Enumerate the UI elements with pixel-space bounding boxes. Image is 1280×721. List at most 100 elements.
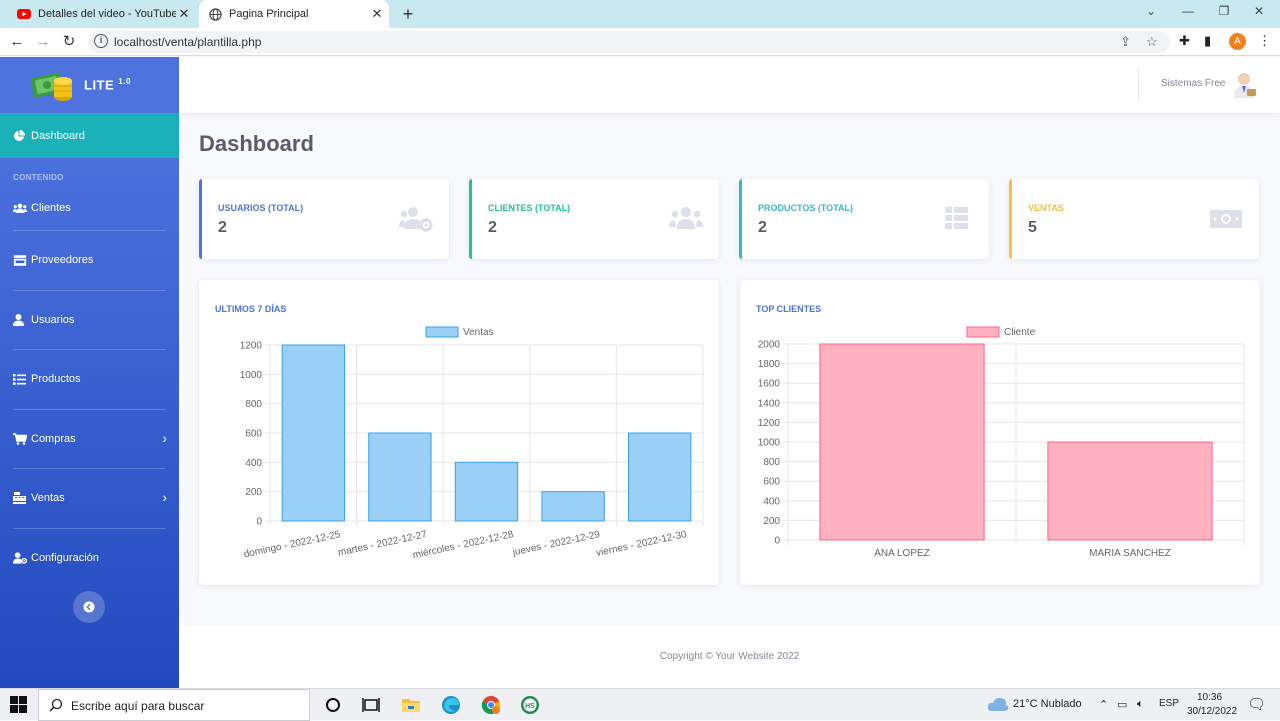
side-panel-icon[interactable]: ▮ xyxy=(1204,33,1212,48)
user-cog-icon xyxy=(13,552,27,564)
language-indicator[interactable]: ESP xyxy=(1159,698,1180,709)
search-icon xyxy=(49,698,63,712)
y-tick-label: 1800 xyxy=(758,359,781,370)
sidebar-item-label: Ventas xyxy=(31,492,65,505)
footer: Copyright © Your Website 2022 xyxy=(179,626,1280,688)
sidebar-divider xyxy=(13,349,166,350)
sidebar-item-compras[interactable]: Compras › xyxy=(0,410,179,469)
users-cog-icon xyxy=(399,205,433,233)
cart-icon xyxy=(13,432,27,445)
legend-swatch[interactable] xyxy=(966,326,1000,338)
sidebar-item-label: Configuración xyxy=(31,551,99,564)
share-icon[interactable]: ⇪ xyxy=(1120,34,1131,49)
back-button[interactable]: ← xyxy=(9,33,25,50)
chevron-left-icon xyxy=(83,601,95,613)
chart-card-ultimos-7-dias: ULTIMOS 7 DÍAS 0 200 400 600 800 1000 1200 domi… xyxy=(199,280,719,585)
chart-title: ULTIMOS 7 DÍAS xyxy=(215,304,287,314)
clock-time[interactable]: 10:36 xyxy=(1197,692,1223,703)
close-tab-icon[interactable]: ✕ xyxy=(371,6,383,21)
user-avatar[interactable] xyxy=(1233,71,1257,99)
volume-icon[interactable]: 🔈︎ xyxy=(1137,698,1144,710)
svg-text:HS: HS xyxy=(525,703,535,710)
reload-button[interactable]: ↻ xyxy=(62,33,76,50)
cortana-icon[interactable] xyxy=(323,695,343,715)
sidebar-item-dashboard[interactable]: Dashboard xyxy=(0,113,179,158)
minimize-button[interactable]: — xyxy=(1182,4,1194,18)
weather-text[interactable]: 21°C Nublado xyxy=(1013,698,1082,710)
bar-chart-ultimos-7-dias: 0 200 400 600 800 1000 1200 domingo - 2022-12-2… xyxy=(240,326,704,561)
sidebar-divider xyxy=(13,468,166,469)
sidebar-item-label: Proveedores xyxy=(31,254,94,267)
tab-pagina-principal[interactable]: Pagina Principal ✕ xyxy=(199,0,389,28)
bar[interactable] xyxy=(628,432,692,522)
copyright-text: Copyright © Your Website 2022 xyxy=(659,651,800,662)
bar[interactable] xyxy=(541,491,605,522)
weather-cloud-icon[interactable] xyxy=(987,696,1009,716)
x-tick-label: MARIA SANCHEZ xyxy=(1089,548,1171,559)
legend-swatch[interactable] xyxy=(425,326,459,338)
stat-card-clientes: CLIENTES (TOTAL) 2 xyxy=(469,179,719,259)
tab-youtube-studio[interactable]: Detalles del video - YouTube Stu ✕ xyxy=(8,0,196,28)
bar[interactable] xyxy=(1047,441,1213,541)
sidebar-item-ventas[interactable]: Ventas › xyxy=(0,469,179,528)
stat-card-usuarios: USUARIOS (TOTAL) 2 xyxy=(199,179,449,259)
site-info-icon[interactable]: i xyxy=(94,34,108,48)
chevron-up-icon[interactable]: ⌃ xyxy=(1099,699,1109,711)
page-title: Dashboard xyxy=(199,131,314,156)
edge-browser-icon[interactable] xyxy=(441,695,461,715)
sidebar-item-clientes[interactable]: Clientes xyxy=(0,186,179,230)
brand[interactable]: LITE 1.0 xyxy=(0,57,179,113)
sidebar-item-configuracion[interactable]: Configuración xyxy=(0,529,179,588)
task-view-icon[interactable] xyxy=(361,695,381,715)
windows-start-icon[interactable] xyxy=(10,696,30,716)
x-tick-label: domingo - 2022-12-25 xyxy=(243,529,342,560)
network-icon[interactable]: ▭ xyxy=(1117,699,1128,711)
user-name[interactable]: Sistemas Free xyxy=(1161,78,1226,89)
tab-search-icon[interactable]: ⌄ xyxy=(1145,4,1157,18)
tab-title: Detalles del video - YouTube Stu xyxy=(38,8,176,20)
sidebar-item-usuarios[interactable]: Usuarios xyxy=(0,291,179,350)
globe-icon xyxy=(207,6,223,22)
url-text: localhost/venta/plantilla.php xyxy=(114,35,262,49)
notifications-icon[interactable]: 🗨︎ xyxy=(1247,696,1267,713)
money-bill-icon xyxy=(1209,205,1243,233)
sidebar: LITE 1.0 Dashboard CONTENIDO Clientes Pr… xyxy=(0,57,179,688)
close-window-button[interactable]: ✕ xyxy=(1253,4,1265,18)
extensions-puzzle-icon[interactable]: ✚ xyxy=(1179,33,1190,48)
card-accent-bar xyxy=(469,179,472,259)
bar[interactable] xyxy=(281,344,345,522)
profile-avatar[interactable]: A xyxy=(1229,33,1246,50)
forward-button[interactable]: → xyxy=(35,33,51,50)
x-tick-label: jueves - 2022-12-29 xyxy=(511,529,602,559)
y-tick-label: 400 xyxy=(763,496,780,507)
kebab-menu-icon[interactable]: ⋮ xyxy=(1258,33,1271,48)
chevron-right-icon: › xyxy=(162,429,167,446)
y-tick-label: 0 xyxy=(774,536,780,547)
restore-button[interactable]: ❐ xyxy=(1218,4,1230,18)
sidebar-item-productos[interactable]: Productos xyxy=(0,350,179,409)
bar[interactable] xyxy=(819,343,985,541)
x-tick-label: viernes - 2022-12-30 xyxy=(595,529,688,559)
bar[interactable] xyxy=(454,461,519,522)
close-tab-icon[interactable]: ✕ xyxy=(178,6,190,21)
chrome-icon[interactable] xyxy=(481,695,501,715)
file-explorer-icon[interactable] xyxy=(401,695,421,715)
clock-date[interactable]: 30/12/2022 xyxy=(1187,706,1238,717)
new-tab-button[interactable]: + xyxy=(402,4,414,24)
bar[interactable] xyxy=(368,432,432,522)
list-icon xyxy=(13,373,27,385)
user-icon xyxy=(13,313,27,326)
hs-app-icon[interactable]: HS xyxy=(520,695,540,715)
y-tick-label: 800 xyxy=(245,399,262,410)
bookmark-star-icon[interactable]: ☆ xyxy=(1146,34,1158,49)
sidebar-item-proveedores[interactable]: Proveedores xyxy=(0,231,179,290)
taskbar-search-input[interactable]: Escribe aquí para buscar xyxy=(38,689,310,721)
topbar-divider xyxy=(1138,69,1139,101)
store-icon xyxy=(13,255,27,266)
y-tick-label: 600 xyxy=(763,477,780,488)
card-accent-bar xyxy=(199,179,202,259)
users-icon xyxy=(669,205,703,233)
sidebar-toggle-button[interactable] xyxy=(73,591,105,623)
legend-label: Ventas xyxy=(463,327,494,338)
url-field[interactable]: i localhost/venta/plantilla.php ⇪ ☆ xyxy=(88,31,1170,53)
